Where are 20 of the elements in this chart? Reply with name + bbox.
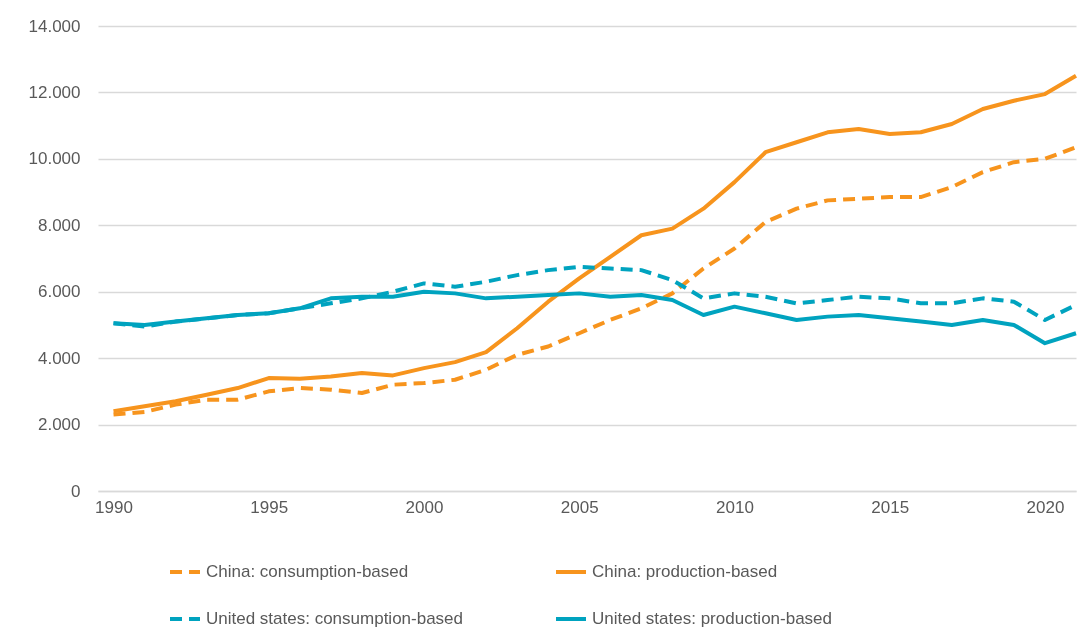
y-tick-label: 14.000 bbox=[28, 16, 81, 36]
legend-label: China: production-based bbox=[592, 562, 778, 581]
y-tick-label: 4.000 bbox=[37, 348, 81, 368]
y-tick-label: 12.000 bbox=[28, 82, 81, 102]
x-tick-label: 2020 bbox=[1026, 497, 1065, 517]
y-tick-label: 8.000 bbox=[37, 215, 81, 235]
x-tick-label: 2005 bbox=[560, 497, 599, 517]
legend-label: United states: production-based bbox=[592, 609, 833, 628]
x-tick-label: 1990 bbox=[95, 497, 133, 517]
y-tick-label: 2.000 bbox=[37, 415, 81, 435]
legend-label: China: consumption-based bbox=[206, 562, 409, 581]
line-series bbox=[111, 73, 1078, 414]
x-tick-label: 2010 bbox=[716, 497, 754, 517]
x-tick-label: 2015 bbox=[871, 497, 910, 517]
x-tick-label: 2000 bbox=[405, 497, 444, 517]
y-tick-label: 0 bbox=[71, 481, 81, 501]
y-tick-label: 6.000 bbox=[37, 282, 81, 302]
x-tick-label: 1995 bbox=[250, 497, 289, 517]
y-tick-label: 10.000 bbox=[28, 149, 81, 169]
legend-label: United states: consumption-based bbox=[206, 609, 464, 628]
